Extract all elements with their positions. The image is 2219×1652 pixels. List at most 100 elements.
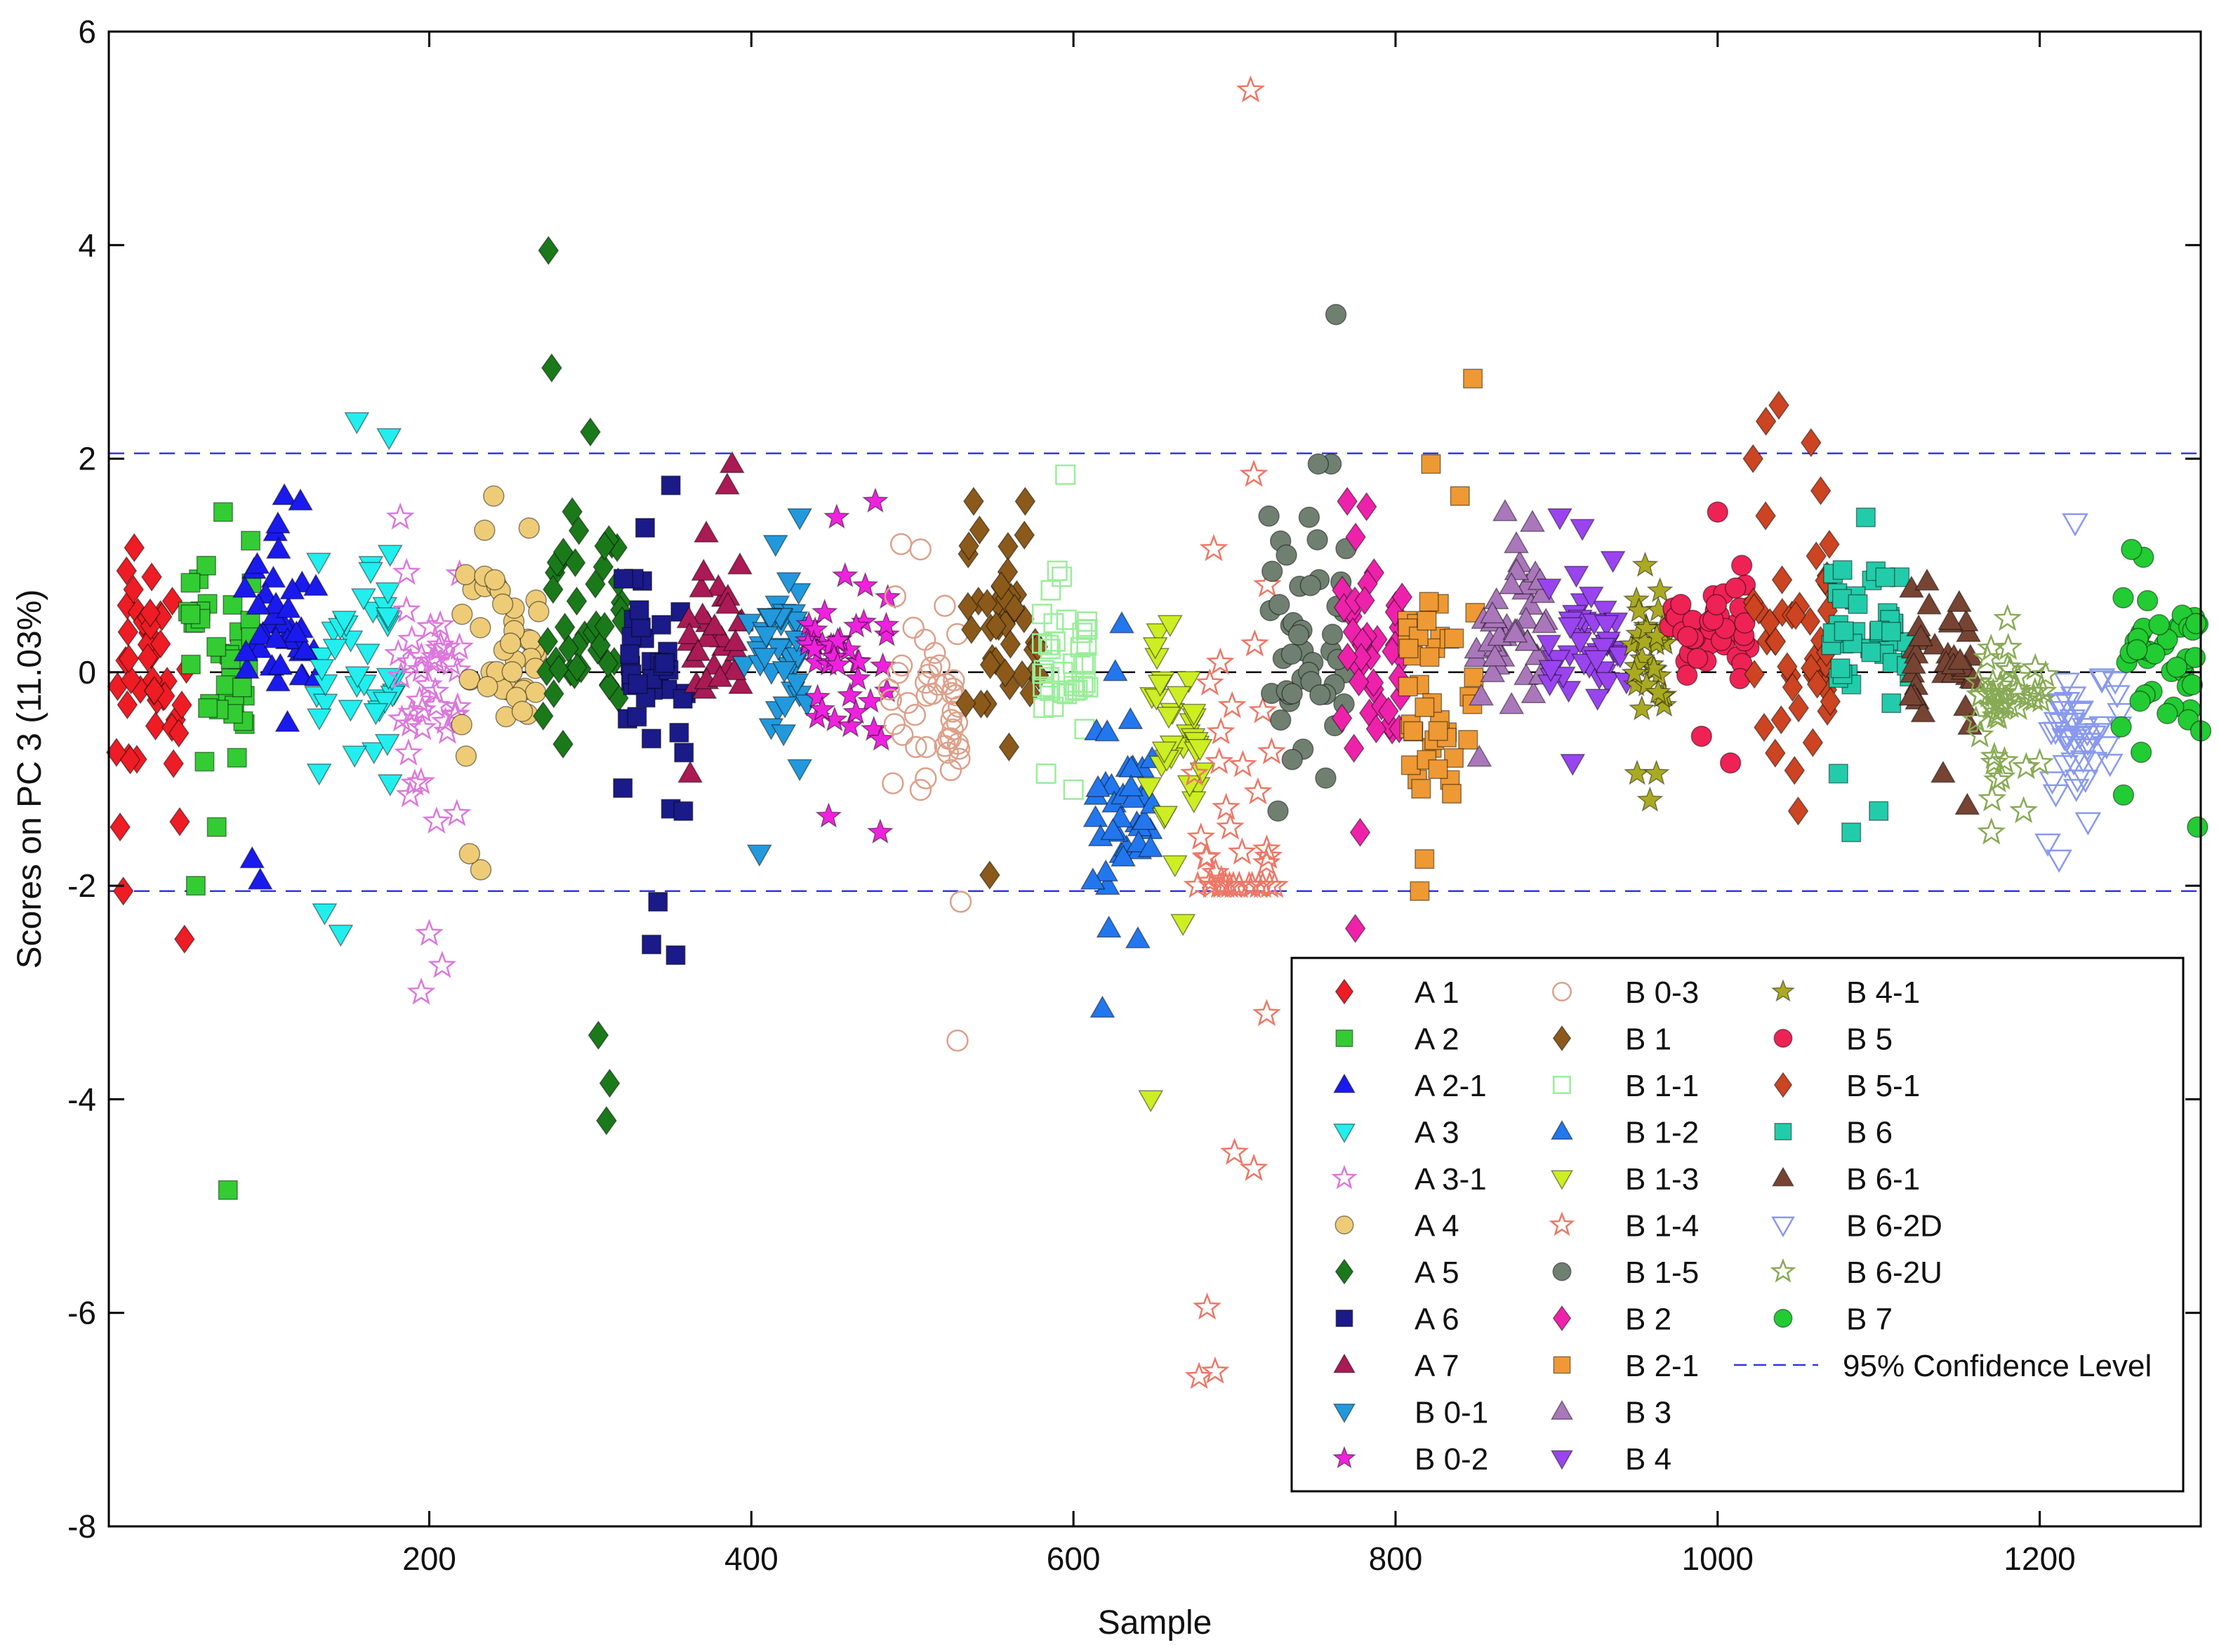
data-point (844, 665, 872, 691)
data-point (1834, 621, 1854, 641)
data-point (541, 353, 562, 383)
data-point (1966, 680, 1995, 708)
data-point (263, 625, 289, 648)
data-point (815, 802, 842, 828)
x-tick-label: 1200 (2003, 1540, 2075, 1577)
data-point (1563, 566, 1589, 588)
data-point (1578, 586, 1604, 609)
data-point (873, 620, 901, 647)
data-point (1151, 741, 1177, 764)
data-point (548, 654, 569, 684)
data-point (824, 651, 852, 677)
data-point (566, 586, 588, 616)
data-point (2181, 674, 2204, 695)
data-point (437, 648, 466, 676)
data-point (1764, 738, 1786, 768)
data-point (685, 639, 711, 661)
data-point (1307, 453, 1330, 475)
legend-marker (1773, 1029, 1793, 1048)
data-point (1806, 670, 1828, 699)
data-point (110, 812, 131, 842)
data-point (746, 844, 772, 867)
data-point (1869, 801, 1889, 821)
legend-marker (1331, 1164, 1358, 1190)
data-point (1342, 617, 1364, 647)
data-point (909, 778, 932, 801)
data-point (2184, 646, 2206, 669)
legend-label: A 4 (1415, 1209, 1459, 1244)
data-point (1483, 587, 1509, 610)
data-point (1441, 783, 1462, 804)
data-point (1444, 748, 1464, 768)
data-point (2048, 713, 2075, 737)
data-point (306, 763, 332, 786)
data-point (2011, 752, 2041, 780)
data-point (2093, 736, 2120, 760)
data-point (856, 687, 885, 713)
data-point (1754, 712, 1775, 742)
data-point (845, 648, 873, 674)
data-point (771, 724, 797, 747)
data-point (943, 669, 965, 692)
data-point (1166, 686, 1192, 709)
data-point (939, 759, 962, 782)
data-point (1047, 560, 1068, 581)
data-point (1469, 683, 1494, 706)
data-point (426, 630, 455, 658)
data-point (1243, 777, 1273, 805)
data-point (1730, 554, 1753, 576)
data-point (1298, 506, 1320, 528)
data-point (1252, 848, 1281, 876)
data-point (786, 582, 812, 606)
data-point (1099, 773, 1125, 795)
data-point (483, 485, 505, 507)
data-point (385, 502, 415, 530)
data-point (1276, 544, 1297, 566)
data-point (1560, 754, 1586, 776)
data-point (1755, 501, 1776, 531)
data-point (948, 747, 971, 770)
data-point (1120, 785, 1146, 808)
data-point (1056, 609, 1077, 630)
data-point (1378, 696, 1399, 726)
data-point (1956, 620, 1982, 642)
data-point (1914, 568, 1940, 591)
data-point (1337, 486, 1358, 517)
y-tick-label: 4 (78, 227, 96, 263)
data-point (2072, 769, 2099, 793)
data-point (1096, 915, 1122, 938)
data-point (1156, 706, 1181, 729)
data-point (395, 780, 425, 808)
y-tick-label: 2 (78, 441, 96, 477)
data-point (1466, 745, 1492, 767)
data-point (1557, 617, 1583, 639)
data-point (1331, 703, 1353, 733)
data-point (715, 592, 741, 614)
data-point (783, 673, 809, 695)
data-point (1146, 623, 1172, 646)
data-point (1631, 551, 1659, 577)
data-point (2054, 725, 2081, 749)
data-point (145, 711, 166, 741)
data-point (1770, 705, 1792, 735)
data-point (118, 644, 140, 674)
data-point (1012, 660, 1033, 690)
data-point (180, 654, 201, 674)
data-point (247, 867, 273, 890)
data-point (1207, 865, 1236, 892)
data-point (1810, 476, 1831, 506)
data-point (620, 644, 640, 665)
data-point (1287, 624, 1310, 646)
data-point (1531, 611, 1557, 634)
data-point (233, 639, 259, 662)
data-point (979, 860, 1000, 890)
legend-marker (1770, 1258, 1796, 1283)
data-point (706, 573, 731, 597)
data-point (2126, 639, 2148, 661)
data-point (1004, 593, 1026, 623)
data-point (1078, 677, 1099, 698)
data-point (223, 594, 243, 615)
data-point (1220, 1138, 1249, 1165)
data-point (580, 417, 601, 447)
data-point (2004, 678, 2033, 706)
